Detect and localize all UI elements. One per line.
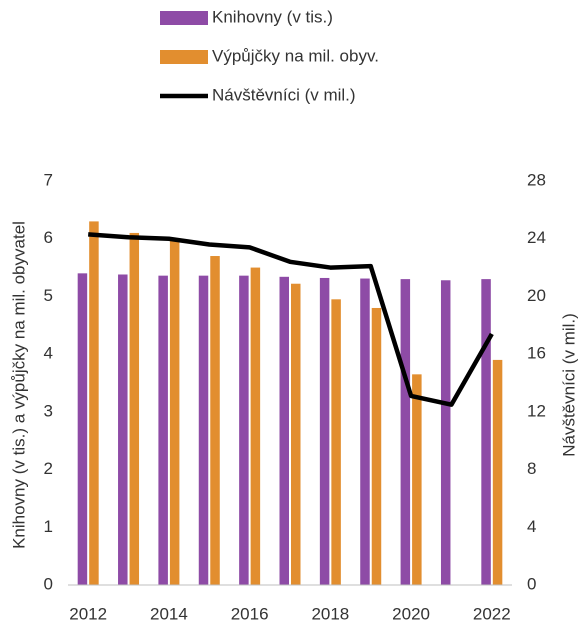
y2-tick-label: 0 xyxy=(527,574,536,593)
y2-tick-label: 24 xyxy=(527,228,546,247)
bar xyxy=(89,221,99,585)
bar xyxy=(279,276,289,585)
y2-tick-label: 4 xyxy=(527,517,536,536)
legend-label: Výpůjčky na mil. obyv. xyxy=(212,46,379,65)
bar xyxy=(77,273,88,585)
y2-tick-label: 12 xyxy=(527,401,546,420)
bar xyxy=(360,278,370,585)
x-tick-label: 2014 xyxy=(150,604,188,623)
y2-tick-label: 16 xyxy=(527,344,546,363)
y-tick-label: 0 xyxy=(44,574,53,593)
bar xyxy=(129,232,140,585)
bar xyxy=(481,279,491,585)
y-tick-label: 3 xyxy=(44,401,53,420)
bar xyxy=(319,277,330,585)
bar xyxy=(492,359,503,585)
line xyxy=(88,232,494,407)
bar xyxy=(118,274,128,585)
legend-label: Návštěvníci (v mil.) xyxy=(212,85,356,104)
bar xyxy=(331,299,341,585)
x-tick-label: 2022 xyxy=(473,604,511,623)
y-tick-label: 1 xyxy=(44,517,53,536)
legend-swatch xyxy=(160,50,208,64)
y2-tick-label: 28 xyxy=(527,170,546,189)
bar xyxy=(169,238,180,585)
y-tick-label: 2 xyxy=(44,459,53,478)
y-tick-label: 4 xyxy=(44,344,53,363)
legend-label: Knihovny (v tis.) xyxy=(212,7,333,26)
legend-swatch xyxy=(160,11,208,25)
y-tick-label: 5 xyxy=(44,286,53,305)
bar xyxy=(239,275,249,585)
bar xyxy=(412,374,422,585)
bar xyxy=(210,256,220,585)
x-tick-label: 2020 xyxy=(392,604,430,623)
bar xyxy=(198,275,209,585)
x-tick-label: 2018 xyxy=(311,604,349,623)
y-tick-label: 7 xyxy=(44,170,53,189)
y2-tick-label: 8 xyxy=(527,459,536,478)
y2-tick-label: 20 xyxy=(527,286,546,305)
bar xyxy=(371,307,382,585)
x-tick-label: 2016 xyxy=(231,604,269,623)
bar xyxy=(250,267,261,585)
bar xyxy=(291,283,301,585)
y2-axis-title: Návštěvníci (v mil.) xyxy=(559,313,578,457)
x-tick-label: 2012 xyxy=(69,604,107,623)
bar xyxy=(400,279,411,585)
y-axis-title: Knihovny (v tis.) a výpůjčky na mil. oby… xyxy=(9,221,28,549)
bar xyxy=(158,275,168,585)
y-tick-label: 6 xyxy=(44,228,53,247)
bar xyxy=(440,280,451,585)
